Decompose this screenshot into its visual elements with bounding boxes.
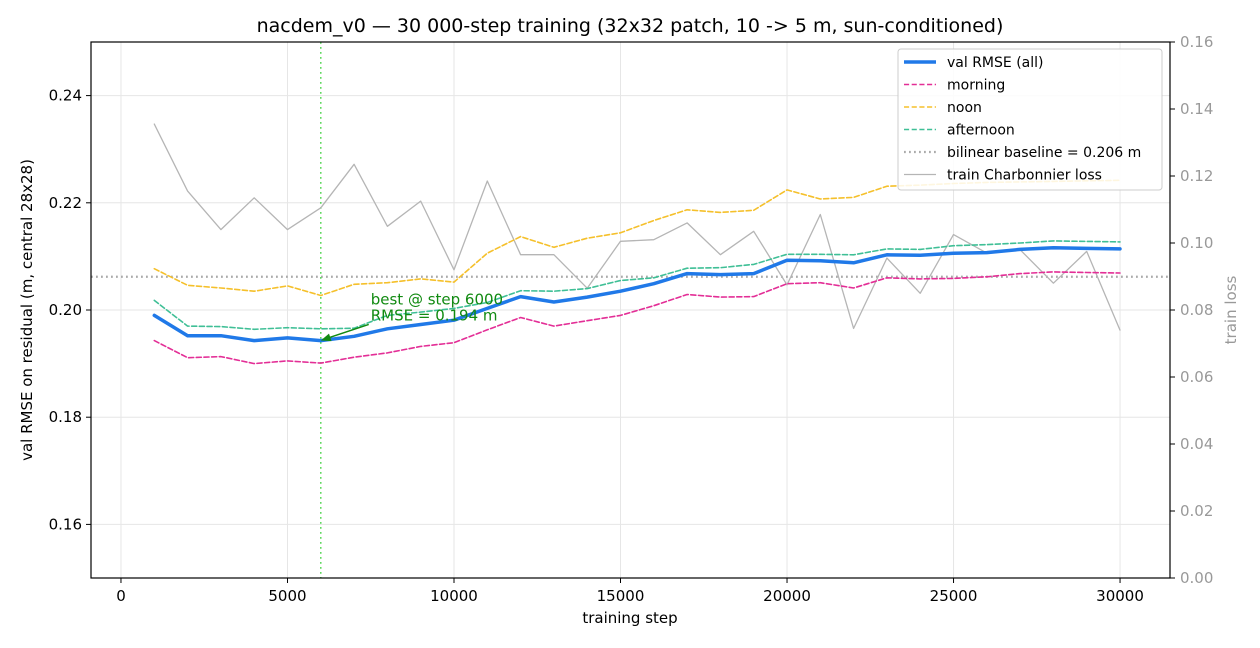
- y-axis-label: val RMSE on residual (m, central 28x28): [18, 159, 36, 461]
- legend-label: val RMSE (all): [947, 55, 1043, 71]
- y2-axis-ticks: 0.00 0.02 0.04 0.06 0.08 0.10 0.12 0.14 0.16: [1170, 33, 1213, 587]
- y-tick-label: 0.24: [49, 87, 82, 105]
- series-line-train-charbonnier-loss: [153, 123, 1121, 331]
- y2-tick-label: 0.02: [1180, 502, 1213, 520]
- x-tick-label: 30000: [1096, 587, 1144, 605]
- annotation-text: best @ step 6000: [371, 290, 503, 308]
- series-line-morning: [153, 271, 1121, 365]
- x-tick-label: 25000: [930, 587, 978, 605]
- y-tick-label: 0.18: [49, 408, 82, 426]
- annotation-arrow-line: [324, 323, 369, 340]
- x-tick-label: 15000: [597, 587, 645, 605]
- legend: val RMSE (all) morning noon afternoon biline…: [897, 48, 1163, 191]
- y2-tick-label: 0.14: [1180, 100, 1213, 118]
- y2-tick-label: 0.00: [1180, 569, 1213, 587]
- y2-axis-label: train loss: [1222, 275, 1240, 344]
- y2-tick-label: 0.10: [1180, 234, 1213, 252]
- x-tick-label: 0: [116, 587, 126, 605]
- series-line-val-rmse-all: [152, 246, 1122, 343]
- y2-tick-label: 0.04: [1180, 435, 1213, 453]
- x-axis-ticks: 0 5000 10000 15000 20000 25000 30000: [116, 578, 1144, 605]
- y2-tick-label: 0.12: [1180, 167, 1213, 185]
- y-tick-label: 0.22: [49, 194, 82, 212]
- legend-label: morning: [947, 78, 1005, 94]
- y2-tick-label: 0.06: [1180, 368, 1213, 386]
- y2-tick-label: 0.16: [1180, 33, 1213, 51]
- x-axis-label: training step: [582, 609, 677, 627]
- y-tick-label: 0.16: [49, 515, 82, 533]
- series-line-afternoon: [153, 240, 1121, 331]
- x-tick-label: 10000: [430, 587, 478, 605]
- legend-label: bilinear baseline = 0.206 m: [947, 145, 1141, 161]
- chart-title: nacdem_v0 — 30 000-step training (32x32 …: [257, 15, 1004, 37]
- y-tick-label: 0.20: [49, 301, 82, 319]
- right-axis-series: [153, 123, 1121, 331]
- x-tick-label: 5000: [268, 587, 306, 605]
- legend-label: afternoon: [947, 123, 1015, 139]
- x-tick-label: 20000: [763, 587, 811, 605]
- y2-tick-label: 0.08: [1180, 301, 1213, 319]
- reference-lines: [91, 42, 1170, 578]
- legend-label: noon: [947, 100, 982, 116]
- legend-box: [897, 48, 1163, 191]
- series-line-noon: [153, 179, 1121, 297]
- y-axis-ticks: 0.16 0.18 0.20 0.22 0.24: [49, 87, 91, 533]
- left-axis-series: [152, 179, 1122, 365]
- legend-label: train Charbonnier loss: [947, 168, 1102, 184]
- annotation-arrow-head: [320, 333, 332, 342]
- annotation-text: RMSE = 0.194 m: [371, 306, 498, 324]
